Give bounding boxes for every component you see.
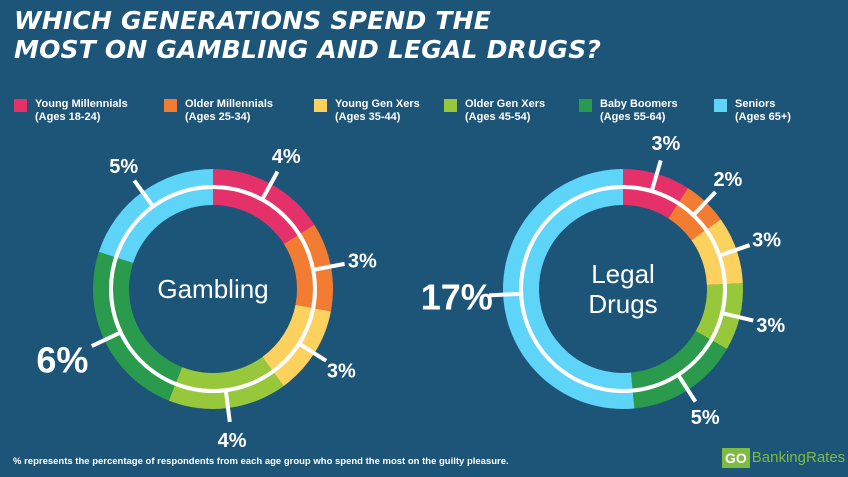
legend-ages: (Ages 45-54) xyxy=(465,111,531,123)
donut-slice xyxy=(98,169,213,264)
legend-name: Young Millennials xyxy=(35,98,128,110)
legend-item-older-gen-xers: Older Gen Xers (Ages 45-54) xyxy=(444,98,545,124)
donut-inner-ring xyxy=(109,185,317,393)
donut-chart-1: 4% 3% 3% 4% 6% 5% Gambling xyxy=(36,146,377,452)
legend: Young Millennials (Ages 18-24) Older Mill… xyxy=(14,98,844,128)
label-leader-line xyxy=(298,341,328,363)
legend-swatch xyxy=(164,99,177,112)
label-leader-line xyxy=(260,170,280,201)
donut-slice xyxy=(168,356,284,409)
slice-value-label: 17% xyxy=(421,277,493,318)
footnote: % represents the percentage of responden… xyxy=(13,456,509,467)
gobankingrates-logo: GO BankingRates xyxy=(722,447,845,469)
logo-text: BankingRates xyxy=(751,449,846,466)
legend-swatch xyxy=(14,99,27,112)
label-leader-line xyxy=(132,179,155,208)
donut-slice xyxy=(503,169,635,409)
title-line-2: MOST ON GAMBLING AND LEGAL DRUGS? xyxy=(14,35,602,64)
chart-title: WHICH GENERATIONS SPEND THE MOST ON GAMB… xyxy=(14,6,814,64)
slice-value-label: 4% xyxy=(272,146,301,168)
slice-value-label: 3% xyxy=(752,229,781,251)
legend-ages: (Ages 35-44) xyxy=(335,111,401,123)
slice-value-label: 5% xyxy=(109,156,138,178)
donut-slice xyxy=(93,251,183,401)
donut-slice xyxy=(283,224,333,312)
slice-value-label: 3% xyxy=(327,360,356,382)
legend-ages: (Ages 25-34) xyxy=(185,111,251,123)
legend-name: Older Gen Xers xyxy=(465,98,546,110)
donut-center-title: Gambling xyxy=(157,274,268,304)
slice-value-label: 6% xyxy=(36,339,88,380)
donut-center-title: Drugs xyxy=(588,289,657,319)
legend-ages: (Ages 18-24) xyxy=(35,111,101,123)
legend-swatch xyxy=(314,99,327,112)
donut-center-title: Legal xyxy=(591,259,655,289)
donut-slice xyxy=(213,169,315,244)
legend-ages: (Ages 65+) xyxy=(735,111,791,123)
legend-swatch xyxy=(444,99,457,112)
legend-item-seniors: Seniors (Ages 65+) xyxy=(714,98,791,124)
donut-inner-ring xyxy=(519,185,727,393)
slice-value-label: 3% xyxy=(651,133,680,155)
legend-name: Seniors xyxy=(735,98,776,110)
label-leader-line xyxy=(649,159,663,192)
label-leader-line xyxy=(489,291,522,298)
legend-name: Older Millennials xyxy=(185,98,274,110)
slice-value-label: 2% xyxy=(713,169,742,191)
slice-value-label: 4% xyxy=(218,430,247,452)
legend-ages: (Ages 55-64) xyxy=(600,111,666,123)
donut-slice xyxy=(630,331,727,409)
logo-go: GO xyxy=(722,448,750,468)
legend-name: Baby Boomers xyxy=(600,98,678,110)
label-leader-line xyxy=(223,389,232,423)
label-leader-line xyxy=(691,190,717,217)
slice-value-label: 3% xyxy=(756,315,785,337)
slice-value-label: 3% xyxy=(348,251,377,273)
label-leader-line xyxy=(721,311,754,323)
legend-name: Young Gen Xers xyxy=(335,98,420,110)
legend-swatch xyxy=(714,99,727,112)
title-line-1: WHICH GENERATIONS SPEND THE xyxy=(14,6,492,35)
label-leader-line xyxy=(676,373,698,403)
legend-item-young-gen-xers: Young Gen Xers (Ages 35-44) xyxy=(314,98,420,124)
legend-item-young-millennials: Young Millennials (Ages 18-24) xyxy=(14,98,128,124)
legend-item-older-millennials: Older Millennials (Ages 25-34) xyxy=(164,98,273,124)
label-leader-line xyxy=(90,330,122,348)
label-leader-line xyxy=(312,261,346,272)
label-leader-line xyxy=(718,243,751,258)
legend-swatch xyxy=(579,99,592,112)
slice-value-label: 5% xyxy=(691,407,720,429)
legend-item-baby-boomers: Baby Boomers (Ages 55-64) xyxy=(579,98,678,124)
